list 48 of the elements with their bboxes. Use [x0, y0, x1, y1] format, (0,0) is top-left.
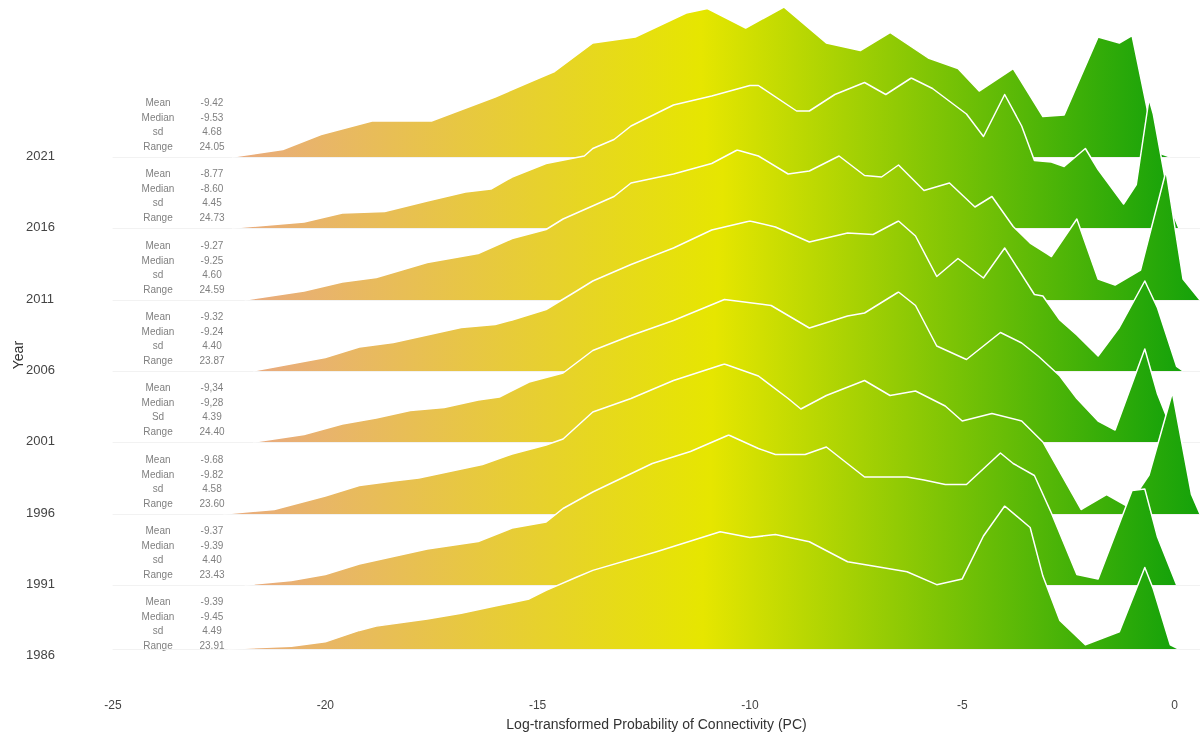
- x-tick-label: -20: [316, 698, 335, 713]
- text: Median -9.24: [141, 325, 224, 337]
- text: Mean -9.32: [145, 310, 224, 322]
- text: Range 23.91: [143, 639, 225, 651]
- text: sd 4.49: [152, 625, 222, 637]
- text: 1986: [26, 647, 55, 663]
- text: Mean -9.39: [145, 596, 224, 608]
- text: Mean -9.37: [145, 524, 224, 536]
- text: Mean -8.77: [145, 168, 224, 180]
- text: Mean -9.27: [145, 239, 224, 251]
- text: 1996: [26, 504, 55, 520]
- text: Median -9.82: [141, 468, 224, 479]
- text: Median -9,28: [141, 396, 224, 408]
- text: sd 4.58: [152, 482, 222, 494]
- text: Range 23.43: [143, 568, 225, 580]
- x-tick-label: -5: [956, 698, 968, 713]
- text: 2016: [26, 219, 55, 235]
- text: 2011: [26, 290, 54, 306]
- text: Median -8.60: [141, 182, 224, 194]
- text: Mean -9.68: [145, 453, 224, 465]
- text: Range 23.87: [143, 354, 225, 366]
- text: Range 24.73: [143, 211, 225, 223]
- text: Range 24.59: [143, 283, 225, 295]
- text: sd 4.40: [152, 553, 222, 565]
- text: sd 4.40: [152, 339, 222, 351]
- x-tick-label: -10: [741, 698, 759, 713]
- text: sd 4.45: [152, 197, 222, 209]
- text: Mean -9,34: [145, 382, 224, 394]
- x-tick-label: -15: [528, 698, 547, 713]
- x-axis-title: Log-transformed Probability of Connectivity (PC): [506, 716, 807, 733]
- text: Median -9.53: [141, 111, 224, 123]
- x-tick-label: -25: [104, 698, 122, 713]
- text: Range 24.05: [143, 140, 225, 152]
- text: sd 4.60: [152, 268, 222, 280]
- text: Sd 4.39: [151, 411, 222, 423]
- text: Range 23.60: [143, 497, 225, 508]
- y-axis-title: Year: [10, 340, 26, 370]
- text: Median -9.39: [141, 539, 224, 551]
- text: Range 24.40: [143, 425, 225, 437]
- text: sd 4.68: [152, 126, 222, 137]
- text: Median -9.45: [141, 610, 224, 622]
- text: 1991: [26, 575, 55, 591]
- text: Median -9.25: [141, 254, 224, 266]
- text: 2001: [26, 433, 55, 449]
- text: 2021: [26, 148, 55, 163]
- text: 2006: [26, 361, 55, 377]
- text: Mean -9.42: [145, 97, 224, 108]
- x-tick-label: 0: [1171, 698, 1179, 713]
